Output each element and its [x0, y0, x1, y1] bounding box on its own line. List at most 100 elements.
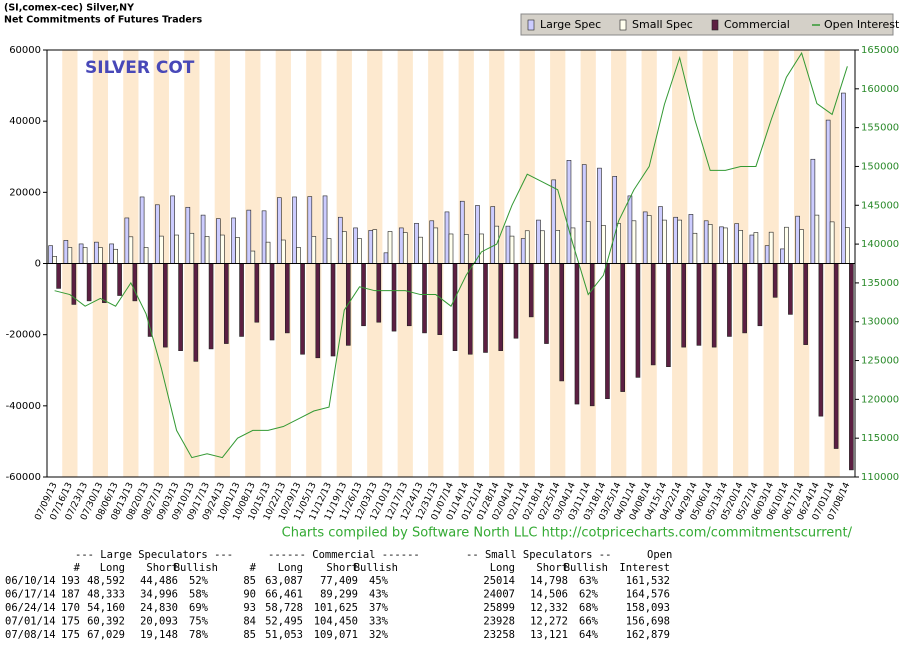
bar — [505, 225, 511, 264]
bar — [646, 215, 652, 264]
y2-tick-label: 155000 — [861, 123, 899, 134]
table-cell: 06/10/14 — [5, 575, 56, 587]
bar — [261, 210, 267, 264]
table-cell: 25899 — [483, 602, 515, 614]
bar — [296, 247, 301, 264]
table-cell: 161,532 — [626, 575, 670, 587]
bar — [768, 231, 774, 264]
table-column-header: Interest — [619, 562, 670, 574]
bar — [559, 263, 565, 382]
bar — [666, 263, 671, 367]
y-tick-label: 20000 — [9, 187, 41, 198]
bar — [220, 234, 225, 264]
table-cell: 58% — [189, 589, 209, 601]
legend-label: Open Interest — [824, 18, 900, 31]
bar — [128, 236, 134, 264]
bar — [311, 236, 317, 264]
table-cell: 34,996 — [140, 589, 178, 601]
table-column-header: Short — [536, 562, 568, 574]
y-tick-label: -60000 — [6, 472, 41, 483]
bar — [490, 206, 496, 264]
bar — [322, 195, 328, 264]
bar — [124, 217, 130, 264]
table-cell: 164,576 — [626, 589, 670, 601]
bar — [520, 238, 526, 264]
table-cell: 58,728 — [265, 602, 303, 614]
table-cell: 52,495 — [265, 616, 303, 628]
table-cell: 193 — [61, 575, 80, 587]
bar — [387, 231, 393, 264]
bar — [78, 243, 84, 264]
bar — [788, 263, 793, 315]
legend-label: Large Spec — [540, 18, 601, 31]
table-cell: 24007 — [483, 589, 515, 601]
table-cell: 43% — [369, 589, 389, 601]
bar — [170, 195, 175, 264]
table-cell: 77,409 — [320, 575, 358, 587]
bar — [753, 232, 759, 264]
bar — [814, 214, 820, 264]
bar — [361, 263, 366, 327]
bar — [147, 263, 153, 337]
table-cell: 109,071 — [314, 629, 358, 641]
bar — [818, 263, 824, 417]
bar — [574, 263, 580, 405]
table-cell: 75% — [189, 616, 209, 628]
table-group-header: --- Large Speculators --- — [75, 549, 233, 561]
y2-tick-label: 140000 — [861, 239, 899, 250]
chart-subtitle: Net Commitments of Futures Traders — [4, 15, 203, 26]
table-column-header: Bullish — [564, 562, 608, 574]
bar — [341, 231, 347, 264]
table-group-header: Open — [647, 549, 672, 561]
bar — [723, 227, 728, 264]
bar — [235, 237, 240, 264]
bar — [795, 215, 800, 264]
bar — [285, 263, 290, 334]
bar — [784, 226, 789, 264]
bar — [204, 236, 210, 264]
bar — [444, 211, 450, 264]
bar — [418, 236, 423, 264]
y-tick-label: -20000 — [6, 330, 41, 341]
bar — [642, 211, 648, 264]
y-tick-label: 40000 — [9, 116, 41, 127]
table-cell: 67,029 — [87, 629, 125, 641]
bar — [67, 247, 73, 264]
bar — [524, 230, 530, 264]
bar — [330, 263, 336, 357]
bar — [82, 247, 88, 264]
table-cell: 12,272 — [530, 616, 568, 628]
bar — [483, 263, 488, 353]
stats-table: --- Large Speculators --- ------ Commerci… — [5, 549, 672, 641]
table-column-header: Short — [326, 562, 358, 574]
bar — [772, 263, 778, 298]
bar — [185, 206, 191, 264]
bar — [448, 233, 454, 264]
y-tick-label: -40000 — [6, 401, 41, 412]
table-column-header: Short — [146, 562, 178, 574]
y2-tick-label: 120000 — [861, 394, 899, 405]
bar — [357, 238, 362, 264]
bar — [200, 214, 206, 264]
bar — [738, 230, 743, 264]
bar — [109, 243, 114, 264]
bar — [620, 263, 625, 392]
plot-frame — [46, 49, 856, 478]
bar — [467, 263, 473, 355]
y2-tick-label: 145000 — [861, 200, 899, 211]
table-cell: 64% — [579, 629, 599, 641]
bar — [764, 245, 770, 264]
table-cell: 68% — [579, 602, 599, 614]
table-cell: 24,830 — [140, 602, 178, 614]
bar — [391, 263, 397, 332]
y-tick-label: 0 — [35, 259, 41, 270]
table-cell: 06/24/14 — [5, 602, 56, 614]
table-cell: 93 — [243, 602, 256, 614]
bar — [265, 241, 271, 264]
bar — [703, 220, 709, 264]
table-cell: 54,160 — [87, 602, 125, 614]
table-cell: 187 — [61, 589, 80, 601]
bar — [337, 216, 343, 264]
bar — [540, 230, 545, 264]
